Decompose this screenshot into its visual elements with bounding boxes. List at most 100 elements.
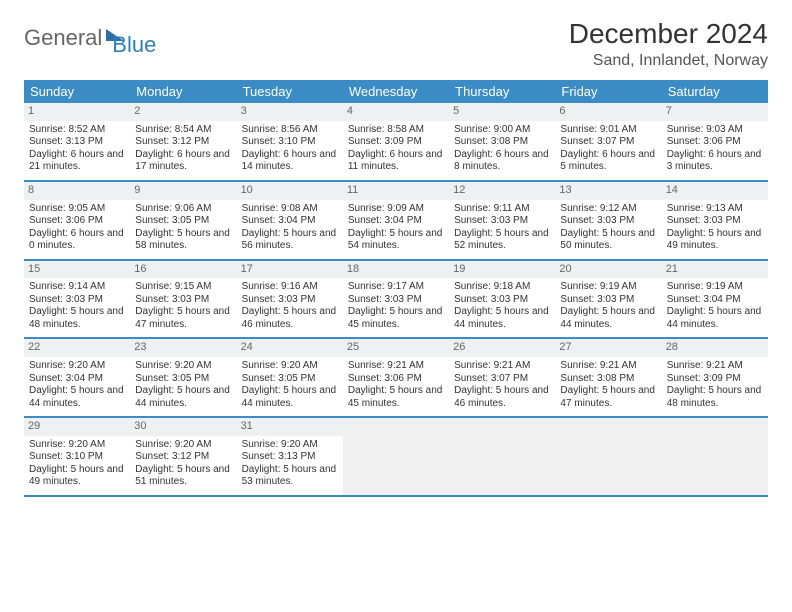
day-number: 8 (24, 182, 130, 200)
calendar-day-cell: 27Sunrise: 9:21 AMSunset: 3:08 PMDayligh… (555, 338, 661, 417)
daylight-text: Daylight: 6 hours and 5 minutes. (560, 149, 656, 174)
logo-text-1: General (24, 25, 102, 51)
day-number: 12 (449, 182, 555, 200)
daylight-text: Daylight: 5 hours and 50 minutes. (560, 228, 656, 253)
weekday-thursday: Thursday (449, 80, 555, 103)
daylight-text: Daylight: 5 hours and 48 minutes. (667, 385, 763, 410)
sunset-text: Sunset: 3:05 PM (242, 373, 338, 386)
day-number: 5 (449, 103, 555, 121)
sunrise-text: Sunrise: 9:16 AM (242, 281, 338, 294)
day-number: 29 (24, 418, 130, 436)
calendar-day-cell: 15Sunrise: 9:14 AMSunset: 3:03 PMDayligh… (24, 260, 130, 339)
weekday-saturday: Saturday (662, 80, 768, 103)
sunset-text: Sunset: 3:05 PM (135, 215, 231, 228)
sunset-text: Sunset: 3:07 PM (560, 136, 656, 149)
daylight-text: Daylight: 5 hours and 58 minutes. (135, 228, 231, 253)
day-number: 9 (130, 182, 236, 200)
day-number: 3 (237, 103, 343, 121)
sunrise-text: Sunrise: 9:08 AM (242, 203, 338, 216)
sunset-text: Sunset: 3:10 PM (242, 136, 338, 149)
day-number: 2 (130, 103, 236, 121)
sunrise-text: Sunrise: 9:14 AM (29, 281, 125, 294)
sunset-text: Sunset: 3:03 PM (348, 294, 444, 307)
weekday-row: SundayMondayTuesdayWednesdayThursdayFrid… (24, 80, 768, 103)
day-number: 30 (130, 418, 236, 436)
calendar-week-row: 29Sunrise: 9:20 AMSunset: 3:10 PMDayligh… (24, 417, 768, 496)
calendar-empty-cell (662, 417, 768, 496)
calendar-day-cell: 3Sunrise: 8:56 AMSunset: 3:10 PMDaylight… (237, 103, 343, 181)
day-number: 27 (555, 339, 661, 357)
sunrise-text: Sunrise: 9:06 AM (135, 203, 231, 216)
sunset-text: Sunset: 3:04 PM (348, 215, 444, 228)
sunrise-text: Sunrise: 9:15 AM (135, 281, 231, 294)
sunrise-text: Sunrise: 9:20 AM (242, 360, 338, 373)
sunset-text: Sunset: 3:08 PM (560, 373, 656, 386)
sunset-text: Sunset: 3:03 PM (560, 215, 656, 228)
sunrise-text: Sunrise: 9:18 AM (454, 281, 550, 294)
daylight-text: Daylight: 5 hours and 48 minutes. (29, 306, 125, 331)
daylight-text: Daylight: 5 hours and 51 minutes. (135, 464, 231, 489)
sunrise-text: Sunrise: 9:21 AM (454, 360, 550, 373)
sunrise-text: Sunrise: 9:17 AM (348, 281, 444, 294)
sunrise-text: Sunrise: 9:11 AM (454, 203, 550, 216)
day-number: 20 (555, 261, 661, 279)
sunset-text: Sunset: 3:09 PM (348, 136, 444, 149)
calendar-day-cell: 12Sunrise: 9:11 AMSunset: 3:03 PMDayligh… (449, 181, 555, 260)
sunrise-text: Sunrise: 9:00 AM (454, 124, 550, 137)
calendar-day-cell: 24 Sunrise: 9:20 AMSunset: 3:05 PMDayligh… (237, 338, 343, 417)
calendar-day-cell: 9 Sunrise: 9:06 AMSunset: 3:05 PMDaylight… (130, 181, 236, 260)
sunrise-text: Sunrise: 9:21 AM (348, 360, 444, 373)
day-number: 21 (662, 261, 768, 279)
calendar-week-row: 15Sunrise: 9:14 AMSunset: 3:03 PMDayligh… (24, 260, 768, 339)
daylight-text: Daylight: 5 hours and 44 minutes. (454, 306, 550, 331)
daylight-text: Daylight: 5 hours and 45 minutes. (348, 306, 444, 331)
calendar-body: 1Sunrise: 8:52 AMSunset: 3:13 PMDaylight… (24, 103, 768, 496)
daylight-text: Daylight: 6 hours and 8 minutes. (454, 149, 550, 174)
sunset-text: Sunset: 3:03 PM (667, 215, 763, 228)
sunrise-text: Sunrise: 8:58 AM (348, 124, 444, 137)
day-number: 24 (237, 339, 343, 357)
daylight-text: Daylight: 5 hours and 53 minutes. (242, 464, 338, 489)
calendar-empty-cell (343, 417, 449, 496)
sunset-text: Sunset: 3:06 PM (29, 215, 125, 228)
calendar-day-cell: 16Sunrise: 9:15 AMSunset: 3:03 PMDayligh… (130, 260, 236, 339)
calendar-day-cell: 23Sunrise: 9:20 AMSunset: 3:05 PMDayligh… (130, 338, 236, 417)
calendar-week-row: 8Sunrise: 9:05 AMSunset: 3:06 PMDaylight… (24, 181, 768, 260)
page-title: December 2024 (569, 18, 768, 50)
calendar-day-cell: 2Sunrise: 8:54 AMSunset: 3:12 PMDaylight… (130, 103, 236, 181)
calendar-day-cell: 25Sunrise: 9:21 AMSunset: 3:06 PMDayligh… (343, 338, 449, 417)
weekday-monday: Monday (130, 80, 236, 103)
sunset-text: Sunset: 3:06 PM (667, 136, 763, 149)
sunset-text: Sunset: 3:07 PM (454, 373, 550, 386)
sunrise-text: Sunrise: 9:19 AM (560, 281, 656, 294)
daylight-text: Daylight: 5 hours and 44 minutes. (135, 385, 231, 410)
calendar-day-cell: 14Sunrise: 9:13 AMSunset: 3:03 PMDayligh… (662, 181, 768, 260)
daylight-text: Daylight: 5 hours and 44 minutes. (242, 385, 338, 410)
calendar-day-cell: 5Sunrise: 9:00 AMSunset: 3:08 PMDaylight… (449, 103, 555, 181)
calendar-day-cell: 6Sunrise: 9:01 AMSunset: 3:07 PMDaylight… (555, 103, 661, 181)
day-number: 28 (662, 339, 768, 357)
daylight-text: Daylight: 5 hours and 44 minutes. (560, 306, 656, 331)
day-number: 26 (449, 339, 555, 357)
day-number: 6 (555, 103, 661, 121)
calendar-day-cell: 11Sunrise: 9:09 AMSunset: 3:04 PMDayligh… (343, 181, 449, 260)
sunset-text: Sunset: 3:04 PM (242, 215, 338, 228)
calendar-day-cell: 19Sunrise: 9:18 AMSunset: 3:03 PMDayligh… (449, 260, 555, 339)
daylight-text: Daylight: 6 hours and 3 minutes. (667, 149, 763, 174)
sunset-text: Sunset: 3:03 PM (454, 294, 550, 307)
weekday-tuesday: Tuesday (237, 80, 343, 103)
sunset-text: Sunset: 3:03 PM (29, 294, 125, 307)
sunrise-text: Sunrise: 9:12 AM (560, 203, 656, 216)
daylight-text: Daylight: 5 hours and 49 minutes. (29, 464, 125, 489)
calendar-day-cell: 20Sunrise: 9:19 AMSunset: 3:03 PMDayligh… (555, 260, 661, 339)
daylight-text: Daylight: 6 hours and 0 minutes. (29, 228, 125, 253)
daylight-text: Daylight: 5 hours and 45 minutes. (348, 385, 444, 410)
sunset-text: Sunset: 3:03 PM (135, 294, 231, 307)
title-block: December 2024 Sand, Innlandet, Norway (569, 18, 768, 70)
day-number: 16 (130, 261, 236, 279)
location: Sand, Innlandet, Norway (569, 52, 768, 70)
day-number: 25 (343, 339, 449, 357)
sunrise-text: Sunrise: 9:20 AM (29, 439, 125, 452)
sunset-text: Sunset: 3:03 PM (242, 294, 338, 307)
header: General Blue December 2024 Sand, Innland… (24, 18, 768, 70)
